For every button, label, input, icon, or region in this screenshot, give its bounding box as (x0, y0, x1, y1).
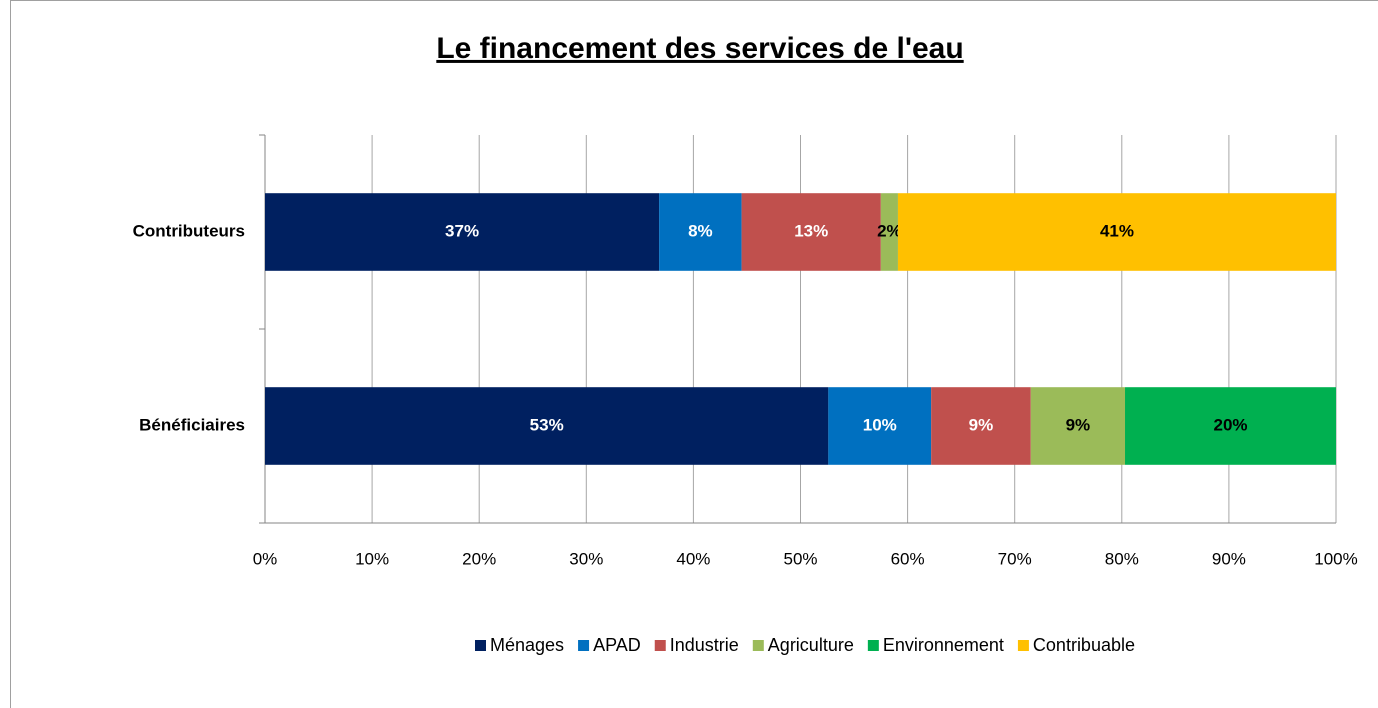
x-tick-label: 50% (783, 549, 817, 568)
bar-segment (1125, 387, 1336, 465)
data-label: 8% (688, 221, 713, 240)
bar-segment (931, 387, 1031, 465)
x-tick-label: 60% (891, 549, 925, 568)
data-label: 10% (863, 415, 897, 434)
legend-swatch (752, 640, 764, 651)
x-tick-label: 100% (1314, 549, 1357, 568)
legend-swatch (475, 640, 486, 651)
bar-segment (828, 387, 932, 465)
bar-segment (659, 193, 742, 271)
legend-label: Industrie (670, 635, 739, 655)
legend-swatch (1017, 640, 1029, 651)
chart-title: Le financement des services de l'eau (436, 32, 963, 65)
legend-label: Contribuable (1033, 635, 1135, 655)
legend-swatch (867, 640, 879, 651)
y-tick-label: Bénéficiaires (139, 415, 245, 434)
data-label: 9% (969, 415, 994, 434)
bar-segment (880, 193, 898, 271)
bar-segment (741, 193, 881, 271)
data-label: 2% (877, 221, 902, 240)
x-tick-label: 70% (998, 549, 1032, 568)
x-tick-label: 20% (462, 549, 496, 568)
x-tick-label: 10% (355, 549, 389, 568)
legend-swatch (654, 640, 666, 651)
legend-label: Ménages (490, 635, 564, 655)
data-label: 53% (530, 415, 564, 434)
legend-label: Environnement (883, 635, 1004, 655)
bar-segment (265, 193, 660, 271)
x-tick-label: 90% (1212, 549, 1246, 568)
x-tick-label: 0% (253, 549, 278, 568)
x-tick-label: 80% (1105, 549, 1139, 568)
data-label: 13% (794, 221, 828, 240)
x-tick-label: 40% (676, 549, 710, 568)
data-label: 37% (445, 221, 479, 240)
bar-segment (897, 193, 1336, 271)
data-label: 41% (1100, 221, 1134, 240)
bar-segment (1030, 387, 1126, 465)
legend-swatch (578, 640, 590, 651)
x-tick-label: 30% (569, 549, 603, 568)
bar-segment (265, 387, 829, 465)
data-label: 20% (1213, 415, 1247, 434)
legend-label: Agriculture (768, 635, 854, 655)
chart-frame (10, 0, 1378, 708)
legend-label: APAD (593, 635, 641, 655)
data-label: 9% (1066, 415, 1091, 434)
y-tick-label: Contributeurs (133, 221, 245, 240)
